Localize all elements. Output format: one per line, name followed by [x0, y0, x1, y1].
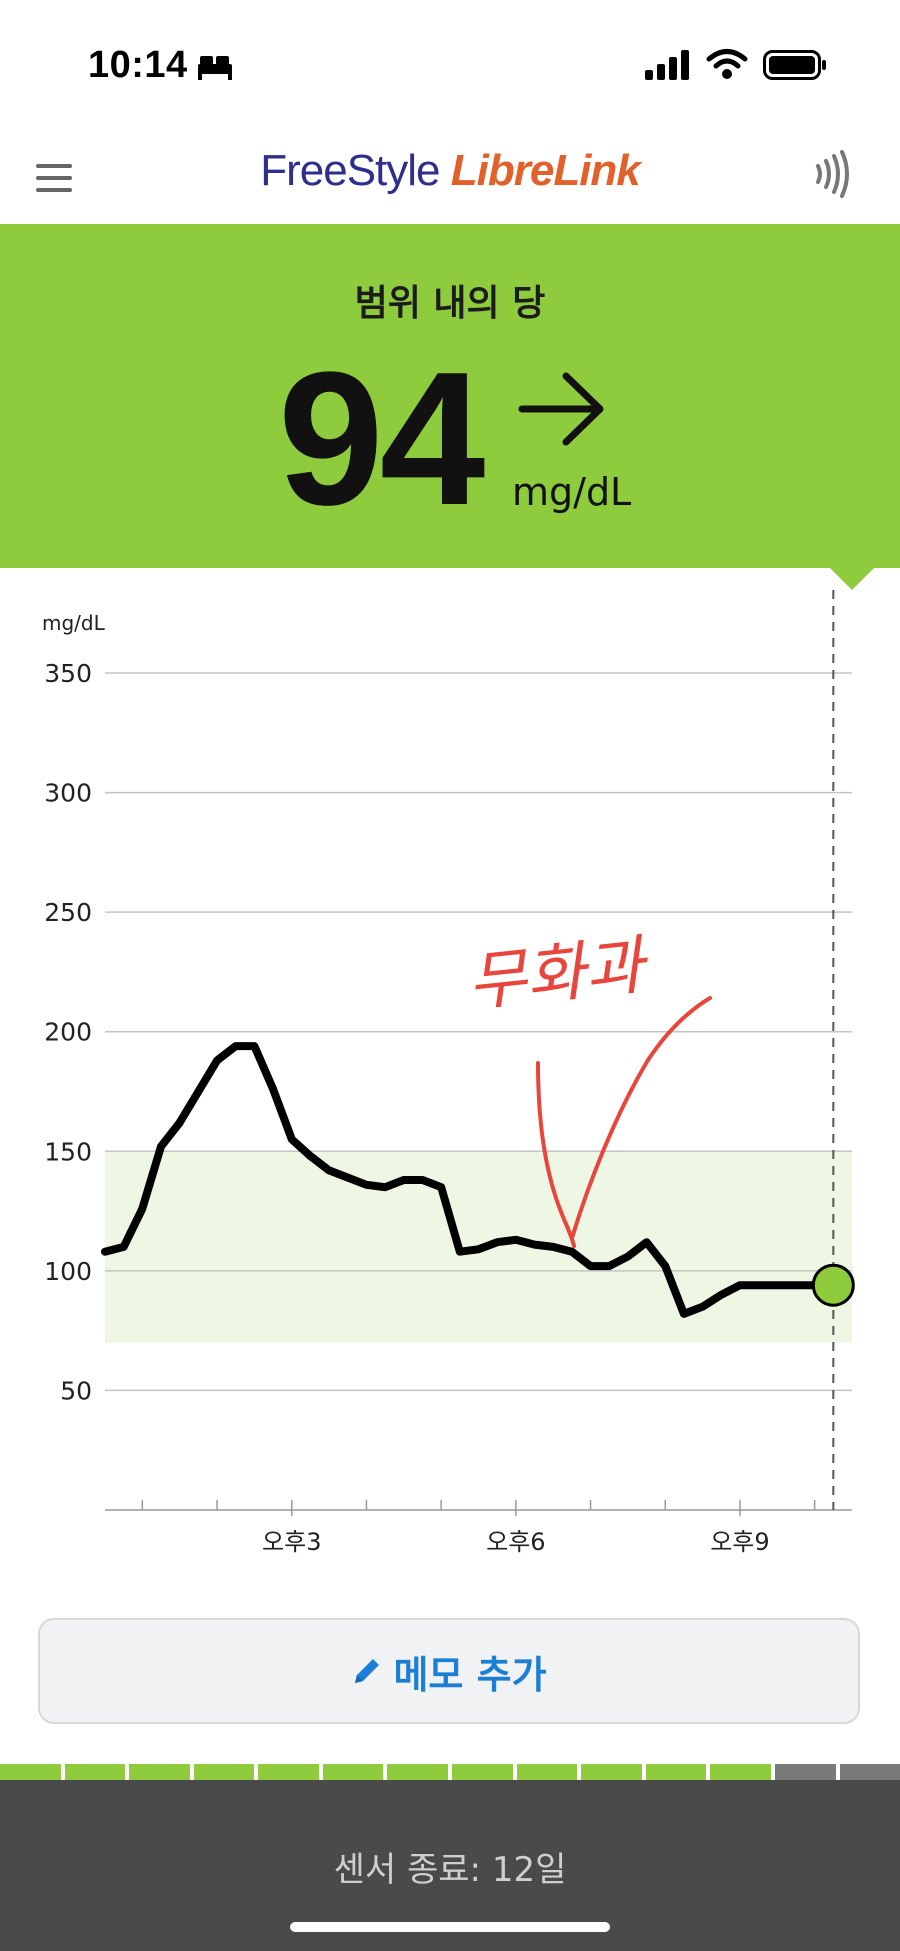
y-tick-label-250: 250 — [44, 898, 92, 927]
glucose-status: 범위 내의 당 — [354, 283, 546, 324]
glucose-line — [101, 1042, 838, 1318]
app-header: FreeStyle LibreLink — [0, 120, 900, 224]
wifi-icon — [706, 49, 748, 79]
y-axis-unit-label: mg/dL — [42, 611, 106, 635]
y-tick-label-50: 50 — [60, 1376, 92, 1405]
glucose-value: 94 — [278, 333, 485, 545]
glucose-chart: mg/dL 350 300 250 200 150 100 50 오후3 오후6 오후9 무화과 — [42, 590, 855, 1556]
app-logo: FreeStyle LibreLink — [0, 146, 900, 196]
logo-freestyle: FreeStyle — [260, 146, 440, 195]
annotation-stroke-left — [536, 1061, 576, 1248]
sensor-day-segment — [516, 1764, 578, 1780]
sensor-day-segment — [64, 1764, 126, 1780]
logo-librelink: LibreLink — [450, 146, 641, 195]
y-tick-label-150: 150 — [44, 1137, 92, 1166]
y-tick-label-350: 350 — [44, 659, 92, 688]
annotation-label: 무화과 — [464, 928, 652, 1021]
battery-icon — [763, 50, 826, 80]
x-tick-label-2: 오후6 — [486, 1528, 545, 1556]
glucose-unit: mg/dL — [512, 470, 632, 514]
sensor-progress-bar — [0, 1764, 900, 1780]
current-glucose-point — [811, 1263, 855, 1307]
bed-icon — [198, 56, 232, 80]
y-tick-label-300: 300 — [44, 779, 92, 808]
x-tick-label-1: 오후3 — [262, 1528, 321, 1556]
sensor-day-segment — [452, 1764, 513, 1780]
sensor-day-segment — [258, 1764, 319, 1780]
sensor-day-segment — [581, 1764, 642, 1780]
banner-pointer — [830, 568, 874, 590]
sensor-day-segment — [0, 1764, 61, 1780]
y-tick-label-200: 200 — [44, 1018, 92, 1047]
home-indicator[interactable] — [290, 1922, 610, 1932]
sensor-day-segment — [387, 1764, 449, 1780]
sensor-day-segment — [774, 1764, 836, 1780]
y-tick-label-100: 100 — [44, 1257, 92, 1286]
add-memo-button[interactable]: 메모 추가 — [38, 1618, 860, 1724]
sensor-footer: 센서 종료: 12일 — [0, 1780, 900, 1951]
glucose-banner: 범위 내의 당 94 mg/dL — [0, 224, 900, 568]
annotation-stroke-right — [570, 996, 712, 1240]
add-memo-label: 메모 추가 — [393, 1652, 547, 1697]
sensor-day-segment — [322, 1764, 384, 1780]
sensor-day-segment — [129, 1764, 190, 1780]
signal-icon — [645, 50, 689, 80]
nfc-scan-icon[interactable] — [812, 150, 856, 198]
status-bar: 10:14 — [0, 0, 900, 120]
sensor-remaining-text: 센서 종료: 12일 — [333, 1850, 567, 1890]
sensor-day-segment — [710, 1764, 771, 1780]
sensor-day-segment — [839, 1764, 900, 1780]
menu-icon[interactable] — [36, 164, 72, 194]
trend-arrow-right-icon — [518, 372, 604, 446]
sensor-day-segment — [645, 1764, 707, 1780]
x-tick-label-3: 오후9 — [710, 1528, 769, 1556]
status-time: 10:14 — [88, 44, 188, 86]
sensor-day-segment — [193, 1764, 255, 1780]
pencil-icon — [355, 1659, 380, 1683]
